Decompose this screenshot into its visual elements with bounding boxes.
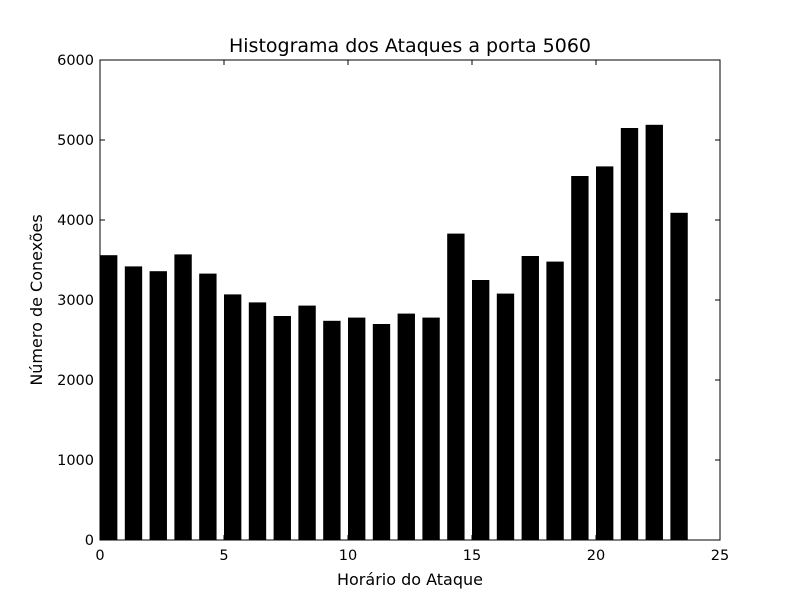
bar-hour-5 bbox=[224, 294, 242, 540]
bar-hour-2 bbox=[149, 271, 167, 540]
y-axis-label: Número de Conexões bbox=[27, 214, 46, 385]
y-tick-label-0: 0 bbox=[85, 533, 94, 549]
bar-hour-6 bbox=[248, 302, 267, 540]
x-tick-label-0: 0 bbox=[95, 548, 104, 564]
bar-hour-4 bbox=[199, 273, 217, 540]
x-tick-label-15: 15 bbox=[463, 548, 481, 564]
y-tick-label-6000: 6000 bbox=[57, 53, 94, 69]
bar-hour-21 bbox=[620, 128, 639, 540]
bar-hour-22 bbox=[645, 124, 663, 541]
y-tick-label-5000: 5000 bbox=[57, 133, 94, 149]
y-tick-label-1000: 1000 bbox=[57, 453, 94, 469]
bar-hour-17 bbox=[521, 256, 539, 540]
bar-hour-19 bbox=[571, 176, 589, 540]
y-tick-label-2000: 2000 bbox=[57, 373, 94, 389]
bar-hour-9 bbox=[323, 320, 341, 540]
bars-group bbox=[100, 124, 688, 541]
bar-hour-3 bbox=[174, 254, 192, 540]
bar-hour-7 bbox=[273, 316, 291, 540]
x-tick-label-10: 10 bbox=[339, 548, 357, 564]
bar-hour-11 bbox=[372, 324, 391, 540]
bar-hour-10 bbox=[348, 317, 366, 540]
x-tick-label-5: 5 bbox=[219, 548, 228, 564]
bar-hour-20 bbox=[596, 166, 614, 540]
bar-hour-14 bbox=[447, 233, 465, 540]
bar-hour-1 bbox=[124, 266, 143, 540]
axis-tick-labels: 0 5 10 15 20 25 0 1000 2000 3000 4000 5000 6000 bbox=[57, 53, 729, 564]
x-tick-label-25: 25 bbox=[711, 548, 729, 564]
bar-hour-23 bbox=[670, 212, 688, 541]
bar-hour-12 bbox=[397, 313, 415, 540]
axis-ticks bbox=[99, 59, 721, 541]
bar-hour-8 bbox=[298, 305, 316, 540]
bar-hour-16 bbox=[496, 293, 515, 540]
bar-hour-13 bbox=[422, 317, 440, 540]
y-tick-label-4000: 4000 bbox=[57, 213, 94, 229]
chart-title: Histograma dos Ataques a porta 5060 bbox=[229, 35, 591, 57]
bar-hour-15 bbox=[472, 280, 490, 540]
bar-hour-18 bbox=[546, 261, 564, 540]
x-axis-label: Horário do Ataque bbox=[337, 570, 483, 589]
bar-hour-0 bbox=[100, 255, 118, 540]
y-tick-label-3000: 3000 bbox=[57, 293, 94, 309]
x-tick-label-20: 20 bbox=[587, 548, 605, 564]
